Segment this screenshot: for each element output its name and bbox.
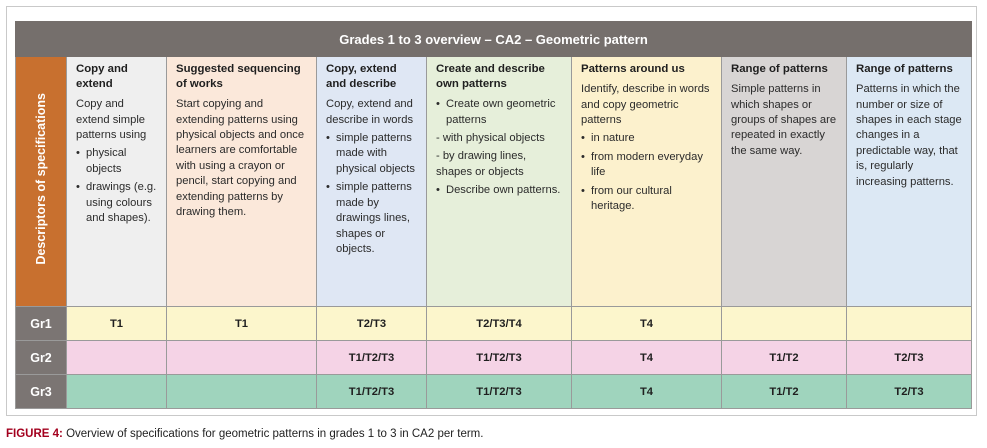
column-description: Copy, extend and describe in words [326,98,414,126]
descriptor-column: Range of patterns Simple patterns in whic… [721,56,847,307]
column-list-item: - by drawing lines, shapes or objects [436,150,527,178]
grade-row: Gr3 T1/T2/T3 T1/T2/T3 T4 T1/T2 T2/T3 [15,374,973,409]
term-cell: T2/T3 [845,340,973,375]
caption-text: Overview of specifications for geometric… [62,428,484,440]
term-cell: T4 [571,340,722,375]
column-heading: Copy, extend and describe [326,63,397,91]
column-list: Create own geometric patterns - with phys… [436,97,564,199]
table-title: Grades 1 to 3 overview – CA2 – Geometric… [14,21,973,57]
column-list: simple patterns made with physical objec… [326,131,419,258]
column-description: Identify, describe in words and copy geo… [581,83,710,126]
column-list-item: in nature [581,131,714,147]
column-list: in nature from modern everyday lifefrom o… [581,131,714,214]
term-cell: T1/T2/T3 [316,340,427,375]
column-description: Simple patterns in which shapes or group… [731,83,837,157]
grade-label: Gr3 [15,374,67,409]
term-cell: T1/T2/T3 [426,374,572,409]
term-cell [166,340,317,375]
column-list-item: simple patterns made by drawings lines, … [326,180,419,257]
descriptor-column: Range of patterns Patterns in which the n… [845,56,973,307]
column-heading: Suggested sequencing of works [176,63,301,91]
column-heading: Copy and extend [76,63,128,91]
column-list: physical objectsdrawings (e.g. using col… [76,146,159,226]
side-label: Descriptors of specifications [34,93,48,265]
column-heading: Range of patterns [856,63,953,75]
term-cell: T2/T3 [316,306,427,341]
column-list-item: Describe own patterns. [436,183,564,199]
descriptor-column: Create and describe own patterns Create o… [426,56,572,307]
column-heading: Create and describe own patterns [436,63,545,91]
grade-row: Gr1 T1 T1 T2/T3 T2/T3/T4 T4 [15,306,973,341]
grade-label: Gr1 [15,306,67,341]
column-list-item: from modern everyday life [581,150,714,181]
column-list-item: drawings (e.g. using colours and shapes)… [76,180,159,226]
term-cell: T1/T2 [721,340,847,375]
term-cell: T1/T2/T3 [316,374,427,409]
descriptor-column: Copy and extend Copy and extend simple pa… [66,56,167,307]
column-list-item: simple patterns made with physical objec… [326,131,419,177]
column-description: Patterns in which the number or size of … [856,83,962,188]
term-cell: T2/T3 [845,374,973,409]
term-cell: T4 [571,374,722,409]
term-cell: T1 [166,306,317,341]
grade-label: Gr2 [15,340,67,375]
term-cell: T1 [66,306,167,341]
column-list-item: Create own geometric patterns [436,97,564,128]
column-heading: Patterns around us [581,63,685,75]
term-cell: T2/T3/T4 [426,306,572,341]
column-heading: Range of patterns [731,63,828,75]
term-cell: T1/T2 [721,374,847,409]
caption-label: FIGURE 4: [6,428,63,440]
term-cell: T1/T2/T3 [426,340,572,375]
term-cell [721,306,847,341]
column-list-item: from our cultural heritage. [581,184,714,215]
term-cell [66,340,167,375]
column-description: Start copying and extending patterns usi… [176,98,305,219]
column-list-item: physical objects [76,146,159,177]
figure-caption: FIGURE 4: Overview of specifications for… [6,428,483,440]
term-cell [66,374,167,409]
column-description: Copy and extend simple patterns using [76,98,147,141]
descriptor-column: Copy, extend and describe Copy, extend an… [316,56,427,307]
term-cell [845,306,973,341]
column-list-item: - with physical objects [436,132,545,144]
descriptor-column: Patterns around us Identify, describe in … [571,56,722,307]
side-label-cell: Descriptors of specifications [15,56,67,307]
descriptor-column: Suggested sequencing of works Start copyi… [166,56,317,307]
term-cell: T4 [571,306,722,341]
specifications-table: Grades 1 to 3 overview – CA2 – Geometric… [14,21,973,409]
grade-row: Gr2 T1/T2/T3 T1/T2/T3 T4 T1/T2 T2/T3 [15,340,973,375]
term-cell [166,374,317,409]
